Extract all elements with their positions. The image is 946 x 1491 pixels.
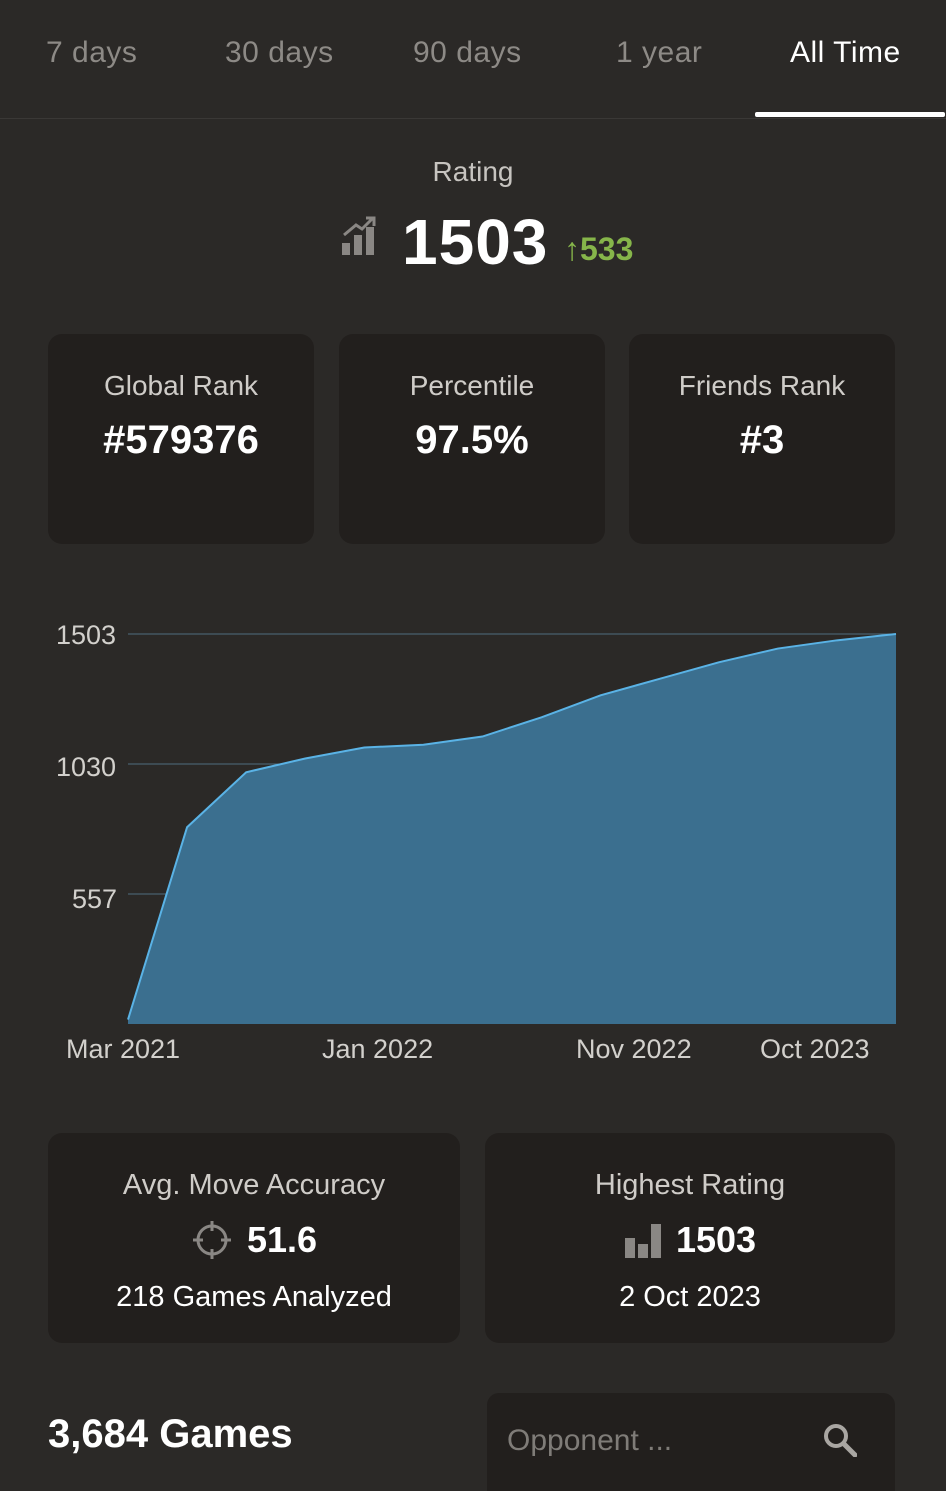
rating-delta-value: 533 — [580, 231, 634, 267]
search-icon[interactable] — [823, 1423, 857, 1457]
accuracy-row: 51.6 — [48, 1219, 460, 1263]
y-tick-label: 1503 — [56, 620, 117, 650]
percentile-card: Percentile 97.5% — [339, 334, 605, 544]
x-tick-label: Oct 2023 — [760, 1034, 870, 1064]
tab-90-days[interactable]: 90 days — [413, 36, 522, 69]
games-count-title: 3,684 Games — [48, 1412, 293, 1456]
accuracy-value: 51.6 — [246, 1219, 318, 1260]
x-tick-label: Nov 2022 — [576, 1034, 692, 1064]
rating-label: Rating — [432, 156, 514, 187]
global-rank-value: #579376 — [103, 418, 259, 462]
rating-summary: 1503 ↑533 — [340, 205, 670, 278]
global-rank-card: Global Rank #579376 — [48, 334, 314, 544]
time-range-tabs: 7 days 30 days 90 days 1 year All Time — [0, 0, 946, 119]
rating-delta: ↑533 — [564, 231, 633, 268]
tab-30-days[interactable]: 30 days — [225, 36, 334, 69]
active-tab-indicator — [755, 112, 945, 117]
rating-chart[interactable]: 1503 1030 557 Mar 2021 Jan 2022 Nov 2022… — [0, 560, 946, 1120]
rating-value: 1503 — [402, 206, 549, 278]
accuracy-card: Avg. Move Accuracy 51.6 218 Games Analyz… — [48, 1133, 460, 1343]
percentile-title: Percentile — [409, 370, 535, 401]
percentile-value: 97.5% — [415, 418, 529, 462]
x-tick-label: Jan 2022 — [322, 1034, 434, 1064]
friends-rank-card[interactable]: Friends Rank #3 — [629, 334, 895, 544]
tab-7-days[interactable]: 7 days — [46, 36, 138, 69]
tab-1-year[interactable]: 1 year — [616, 36, 703, 69]
opponent-search — [487, 1393, 895, 1491]
arrow-up-icon: ↑ — [564, 231, 580, 267]
highest-rating-title: Highest Rating — [594, 1169, 786, 1201]
x-tick-label: Mar 2021 — [66, 1034, 181, 1064]
accuracy-title: Avg. Move Accuracy — [122, 1169, 386, 1201]
bar-chart-icon — [624, 1224, 661, 1258]
friends-rank-value: #3 — [739, 418, 785, 462]
y-tick-label: 557 — [72, 884, 118, 914]
crosshair-icon — [192, 1221, 231, 1259]
rating-chart-svg — [127, 633, 897, 1024]
highest-rating-value: 1503 — [675, 1219, 757, 1260]
rating-area — [128, 634, 896, 1024]
highest-rating-row: 1503 — [485, 1219, 895, 1263]
opponent-search-input[interactable] — [505, 1415, 809, 1467]
rating-trend-icon — [342, 216, 376, 255]
highest-rating-date: 2 Oct 2023 — [619, 1281, 761, 1313]
rating-line — [127, 633, 897, 1020]
y-tick-label: 1030 — [56, 752, 117, 782]
tab-all-time[interactable]: All Time — [790, 36, 901, 69]
friends-rank-title: Friends Rank — [678, 370, 846, 401]
highest-rating-card: Highest Rating 1503 2 Oct 2023 — [485, 1133, 895, 1343]
games-analyzed: 218 Games Analyzed — [116, 1281, 392, 1313]
global-rank-title: Global Rank — [103, 370, 259, 401]
